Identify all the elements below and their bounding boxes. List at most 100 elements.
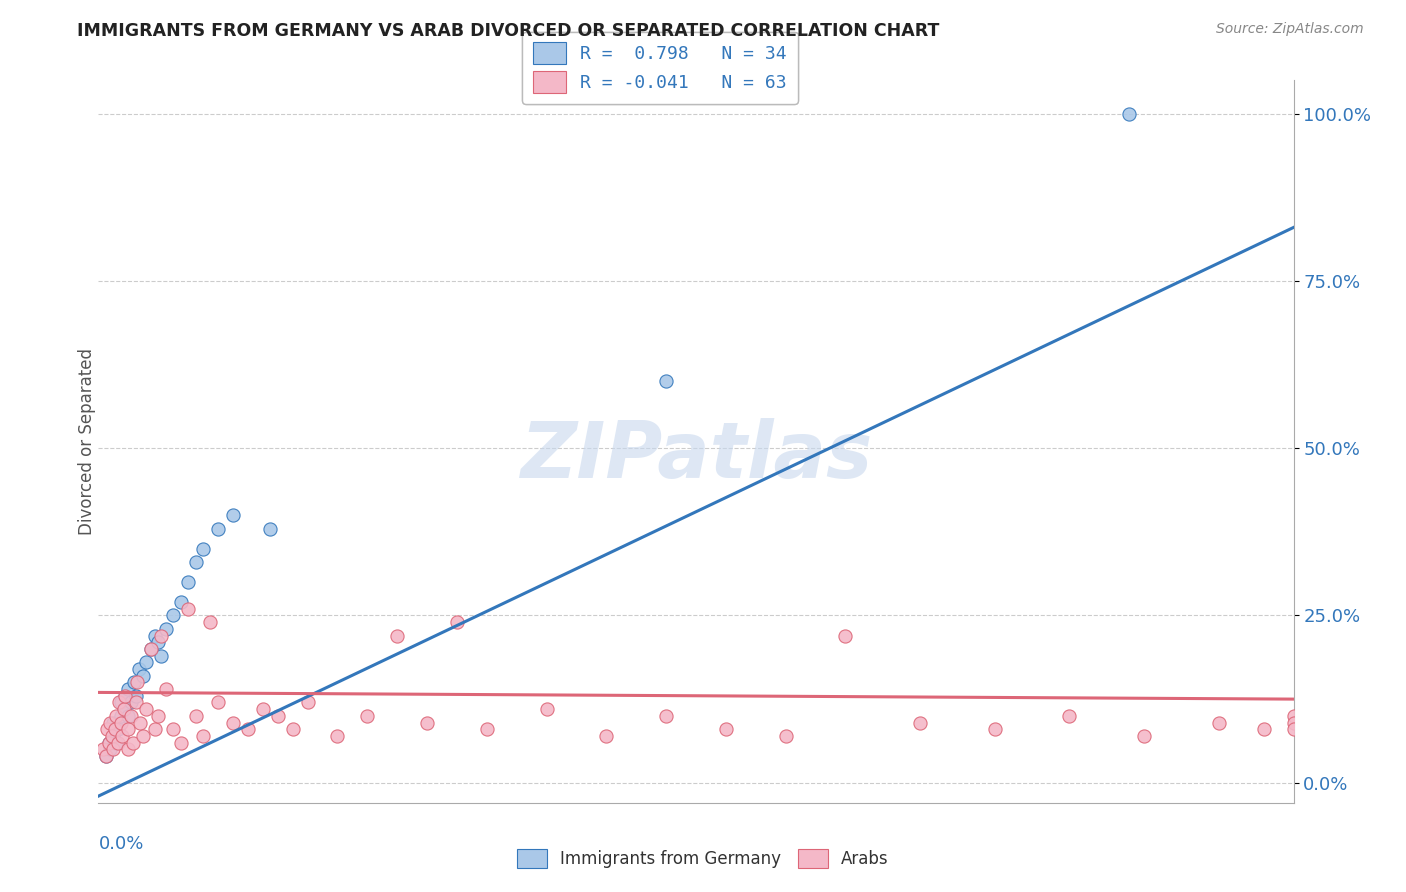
Point <box>1059 708 1081 723</box>
Point <box>207 696 229 710</box>
Point <box>124 675 146 690</box>
Point <box>98 742 122 756</box>
Point <box>139 642 162 657</box>
Point <box>103 729 125 743</box>
Point <box>128 662 150 676</box>
Y-axis label: Divorced or Separated: Divorced or Separated <box>79 348 96 535</box>
Point <box>536 702 558 716</box>
Point <box>155 681 177 696</box>
Point <box>114 689 136 703</box>
Point <box>446 615 468 630</box>
Point <box>108 696 131 710</box>
Point <box>200 615 222 630</box>
Point <box>139 642 162 657</box>
Point <box>120 696 142 710</box>
Point <box>236 723 259 737</box>
Point <box>252 702 274 716</box>
Point <box>101 729 124 743</box>
Point <box>1282 708 1305 723</box>
Point <box>103 742 125 756</box>
Point <box>107 735 129 749</box>
Point <box>267 708 290 723</box>
Point <box>110 708 132 723</box>
Point <box>416 715 439 730</box>
Point <box>96 723 118 737</box>
Text: ZIPatlas: ZIPatlas <box>520 418 872 494</box>
Point <box>143 723 166 737</box>
Point <box>655 375 678 389</box>
Legend: Immigrants from Germany, Arabs: Immigrants from Germany, Arabs <box>510 842 896 875</box>
Point <box>191 541 214 556</box>
Point <box>132 729 155 743</box>
Text: IMMIGRANTS FROM GERMANY VS ARAB DIVORCED OR SEPARATED CORRELATION CHART: IMMIGRANTS FROM GERMANY VS ARAB DIVORCED… <box>77 22 939 40</box>
Point <box>112 702 135 716</box>
Point <box>184 555 207 569</box>
Point <box>105 708 128 723</box>
Point <box>259 521 281 535</box>
Point <box>117 708 139 723</box>
Point <box>103 715 125 730</box>
Legend: R =  0.798   N = 34, R = -0.041   N = 63: R = 0.798 N = 34, R = -0.041 N = 63 <box>523 31 797 103</box>
Point <box>655 708 678 723</box>
Point <box>177 602 200 616</box>
Point <box>94 749 117 764</box>
Point <box>132 669 155 683</box>
Point <box>105 735 128 749</box>
Point <box>1282 723 1305 737</box>
Point <box>834 628 856 642</box>
Point <box>297 696 319 710</box>
Point <box>94 749 117 764</box>
Point <box>150 648 173 663</box>
Point <box>117 723 139 737</box>
Point <box>117 742 139 756</box>
Point <box>1118 107 1140 121</box>
Point <box>98 715 122 730</box>
Text: Source: ZipAtlas.com: Source: ZipAtlas.com <box>1216 22 1364 37</box>
Point <box>169 595 191 609</box>
Point <box>135 655 157 669</box>
Point <box>984 723 1007 737</box>
Point <box>191 729 214 743</box>
Point <box>1133 729 1156 743</box>
Point <box>110 715 132 730</box>
Point <box>114 689 136 703</box>
Point <box>97 735 120 749</box>
Point <box>1208 715 1230 730</box>
Point <box>1282 715 1305 730</box>
Point <box>155 622 177 636</box>
Point <box>475 723 498 737</box>
Point <box>112 702 135 716</box>
Point <box>104 723 127 737</box>
Point <box>207 521 229 535</box>
Point <box>184 708 207 723</box>
Point <box>135 702 157 716</box>
Point <box>107 723 129 737</box>
Point <box>162 608 184 623</box>
Point <box>326 729 349 743</box>
Point <box>117 681 139 696</box>
Point <box>127 675 149 690</box>
Point <box>1253 723 1275 737</box>
Point <box>143 628 166 642</box>
Point <box>177 575 200 590</box>
Point <box>97 735 120 749</box>
Point <box>125 689 148 703</box>
Point <box>111 729 134 743</box>
Point <box>222 508 245 523</box>
Point <box>162 723 184 737</box>
Point <box>169 735 191 749</box>
Point <box>222 715 245 730</box>
Point <box>385 628 409 642</box>
Point <box>281 723 304 737</box>
Point <box>110 696 132 710</box>
Point <box>125 696 148 710</box>
Point <box>148 708 170 723</box>
Point <box>150 628 173 642</box>
Point <box>714 723 737 737</box>
Point <box>356 708 378 723</box>
Text: 0.0%: 0.0% <box>98 835 143 854</box>
Point <box>91 742 114 756</box>
Point <box>129 715 152 730</box>
Point <box>148 635 170 649</box>
Point <box>908 715 931 730</box>
